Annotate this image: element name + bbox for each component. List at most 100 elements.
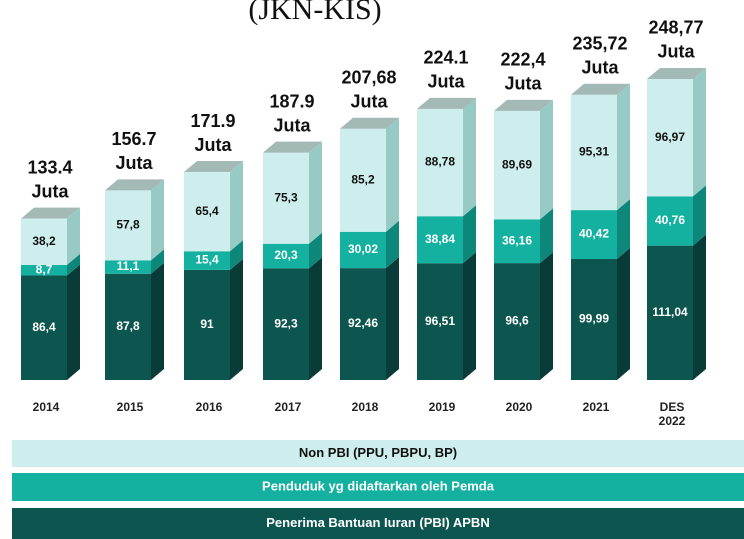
bar-side: [617, 83, 630, 211]
value-label: 15,4: [195, 253, 219, 267]
bar-side: [540, 208, 553, 264]
legend-swatch: [12, 440, 744, 467]
bar-top: [571, 83, 630, 95]
bar-segment: [494, 110, 540, 220]
value-label: 96,51: [425, 314, 455, 328]
total-label: 133.4: [27, 157, 72, 177]
bar-side: [309, 232, 322, 269]
total-unit: Juta: [273, 115, 311, 135]
x-tick-label: 2020: [506, 400, 533, 414]
bar-side: [540, 99, 553, 220]
total-label: 187.9: [269, 91, 314, 111]
bar-side: [67, 253, 80, 276]
total-label: 248,77: [648, 18, 703, 38]
total-unit: Juta: [427, 72, 465, 92]
bar-segment: [184, 269, 230, 380]
total-label: 171.9: [190, 111, 235, 131]
legend-label: Penerima Bantuan Iuran (PBI) APBN: [266, 515, 489, 530]
bar-side: [230, 161, 243, 252]
bar-segment: [647, 245, 693, 380]
bar-segment: [571, 259, 617, 380]
bar-segment: [263, 152, 309, 244]
bar-side: [693, 234, 706, 380]
bar-side: [693, 185, 706, 246]
total-label: 156.7: [111, 129, 156, 149]
total-unit: Juta: [31, 181, 69, 201]
bar-segment: [21, 275, 67, 380]
x-tick-label: 2017: [275, 400, 302, 414]
total-unit: Juta: [194, 135, 232, 155]
bar-top: [647, 67, 706, 79]
value-label: 91: [200, 317, 214, 331]
bar-segment: [21, 264, 67, 276]
bar-side: [309, 141, 322, 244]
bar-segment: [417, 108, 463, 217]
value-label: 99,99: [579, 312, 609, 326]
bar-side: [386, 257, 399, 380]
total-label: 222,4: [500, 50, 545, 70]
total-unit: Juta: [115, 153, 153, 173]
bar-segment: [340, 128, 386, 232]
value-label: 40,76: [655, 213, 685, 227]
bar-segment: [340, 268, 386, 380]
bar-side: [230, 240, 243, 270]
x-tick-label: 2014: [33, 400, 60, 414]
total-label: 235,72: [572, 34, 627, 54]
bar-side: [386, 117, 399, 232]
bar-side: [540, 252, 553, 380]
bar-side: [617, 248, 630, 380]
value-label: 75,3: [274, 190, 298, 204]
legend-label: Non PBI (PPU, PBPU, BP): [299, 445, 457, 460]
x-tick-label: 2021: [583, 400, 610, 414]
x-tick-label: 2019: [429, 400, 456, 414]
bar-segment: [647, 196, 693, 246]
x-tick-label: DES 2022: [659, 400, 686, 428]
value-label: 57,8: [116, 218, 140, 232]
x-tick-label: 2015: [117, 400, 144, 414]
value-label: 95,31: [579, 145, 609, 159]
bar-segment: [417, 263, 463, 380]
value-label: 96,97: [655, 130, 685, 144]
x-tick-label-line: DES: [660, 400, 685, 414]
value-label: 88,78: [425, 155, 455, 169]
value-label: 85,2: [351, 172, 375, 186]
value-label: 11,1: [117, 259, 140, 273]
value-label: 8,7: [36, 262, 53, 276]
value-label: 65,4: [195, 204, 219, 218]
bar-segment: [494, 263, 540, 380]
bar-side: [386, 220, 399, 269]
value-label: 92,3: [274, 316, 298, 330]
bar-segment: [184, 172, 230, 252]
bar-segment: [105, 190, 151, 261]
value-label: 89,69: [502, 157, 532, 171]
value-label: 96,6: [505, 314, 529, 328]
bar-side: [151, 262, 164, 380]
bar-top: [494, 99, 553, 111]
total-unit: Juta: [581, 58, 619, 78]
value-label: 36,16: [502, 233, 532, 247]
bar-segment: [571, 210, 617, 260]
bar-side: [693, 67, 706, 197]
bar-top: [105, 179, 164, 191]
value-label: 92,46: [348, 316, 378, 330]
bar-top: [417, 97, 476, 109]
bar-segment: [647, 78, 693, 197]
bar-top: [340, 117, 399, 129]
total-unit: Juta: [657, 42, 695, 62]
legend-label: Penduduk yg didaftarkan oleh Pemda: [262, 478, 495, 493]
value-label: 111,04: [652, 305, 688, 319]
bar-side: [309, 257, 322, 380]
bar-side: [151, 179, 164, 261]
bar-top: [263, 141, 322, 153]
bar-segment: [340, 231, 386, 269]
bar-side: [67, 207, 80, 265]
value-label: 38,2: [32, 234, 56, 248]
bar-side: [463, 252, 476, 380]
bar-side: [230, 258, 243, 380]
bar-segment: [105, 260, 151, 274]
bar-segment: [417, 216, 463, 264]
bar-segment: [105, 273, 151, 380]
bar-side: [67, 264, 80, 380]
legend-swatch: [12, 508, 744, 539]
